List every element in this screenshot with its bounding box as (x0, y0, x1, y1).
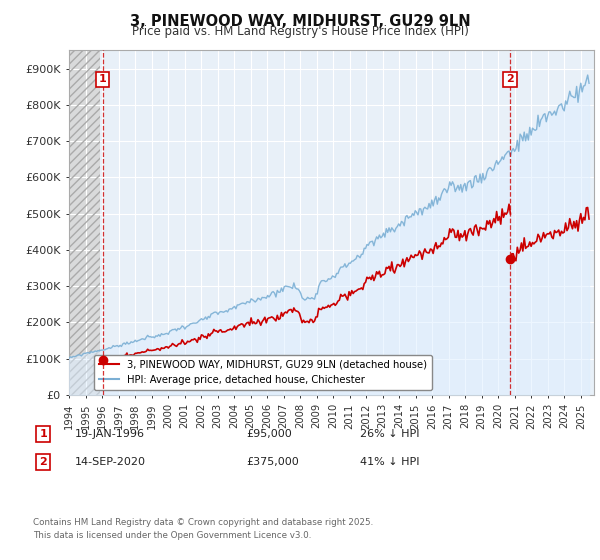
Text: £375,000: £375,000 (246, 457, 299, 467)
Text: Price paid vs. HM Land Registry's House Price Index (HPI): Price paid vs. HM Land Registry's House … (131, 25, 469, 38)
Text: 2: 2 (40, 457, 47, 467)
Text: 1: 1 (40, 429, 47, 439)
Text: Contains HM Land Registry data © Crown copyright and database right 2025.
This d: Contains HM Land Registry data © Crown c… (33, 519, 373, 540)
Text: 14-SEP-2020: 14-SEP-2020 (75, 457, 146, 467)
Legend: 3, PINEWOOD WAY, MIDHURST, GU29 9LN (detached house), HPI: Average price, detach: 3, PINEWOOD WAY, MIDHURST, GU29 9LN (det… (94, 355, 432, 390)
Text: 19-JAN-1996: 19-JAN-1996 (75, 429, 145, 439)
Text: 41% ↓ HPI: 41% ↓ HPI (360, 457, 419, 467)
Text: 26% ↓ HPI: 26% ↓ HPI (360, 429, 419, 439)
Text: 1: 1 (99, 74, 107, 85)
Text: £95,000: £95,000 (246, 429, 292, 439)
Text: 2: 2 (506, 74, 514, 85)
Text: 3, PINEWOOD WAY, MIDHURST, GU29 9LN: 3, PINEWOOD WAY, MIDHURST, GU29 9LN (130, 14, 470, 29)
